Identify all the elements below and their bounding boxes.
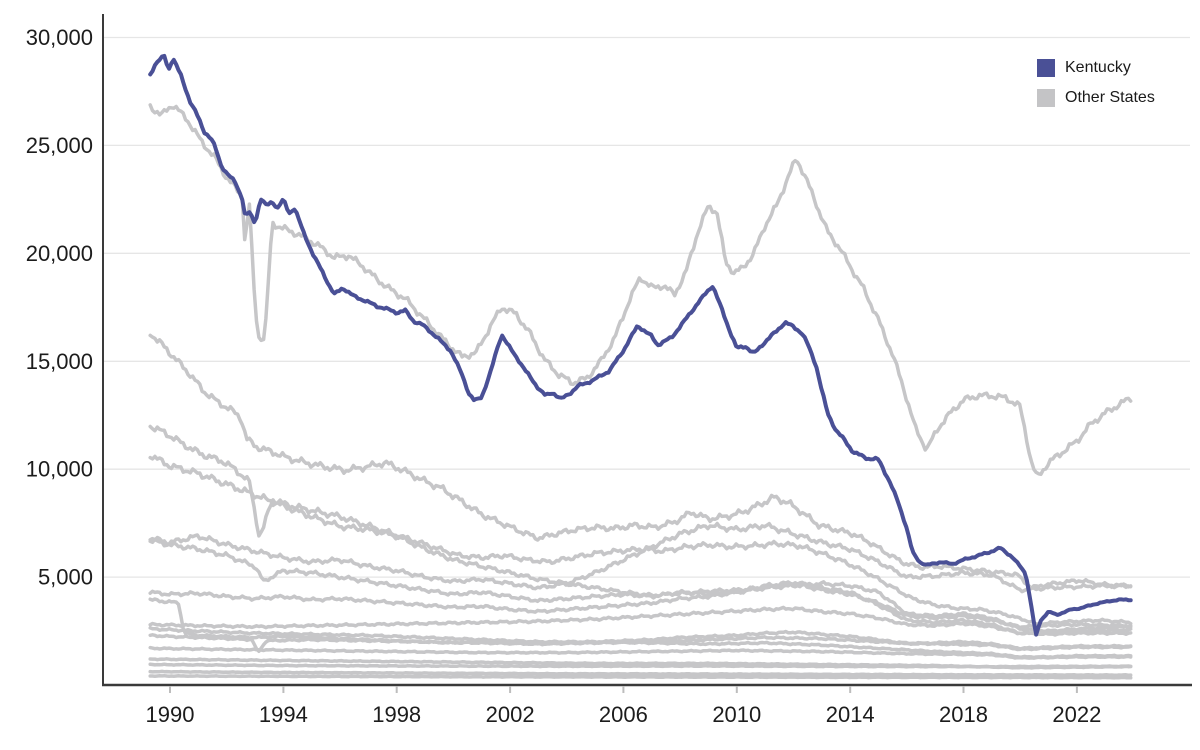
other-state-line [148,580,1133,637]
x-tick-label: 2010 [712,702,761,727]
other-state-line [148,521,1133,594]
x-tick-label: 2006 [599,702,648,727]
axes [102,14,1192,687]
other-state-line [148,662,1133,669]
legend: Kentucky Other States [1037,59,1155,107]
x-tick-label: 2018 [939,702,988,727]
legend-item: Kentucky [1037,59,1155,77]
other-state-line [148,669,1133,678]
x-tick-marks [169,686,1078,693]
legend-swatch [1037,59,1055,77]
x-tick-label: 2014 [826,702,875,727]
legend-label: Other States [1065,89,1155,106]
kentucky-line [148,53,1133,637]
other-state-line [148,633,1133,654]
other-state-line [148,424,1133,627]
y-tick-label: 25,000 [26,133,93,158]
legend-label: Kentucky [1065,59,1131,76]
other-state-line [148,103,1133,477]
legend-item: Other States [1037,89,1155,107]
x-axis-labels: 1990 1994 1998 2002 2006 2010 2014 2018 2022 [146,702,1102,727]
other-state-line [148,645,1133,660]
x-tick-label: 1994 [259,702,308,727]
other-state-line [148,537,1133,630]
y-tick-label: 30,000 [26,25,93,50]
x-tick-label: 2002 [486,702,535,727]
x-tick-label: 1990 [146,702,195,727]
y-axis-labels: 5,000 10,000 15,000 20,000 25,000 30,000 [26,25,93,590]
legend-swatch [1037,89,1055,107]
series-lines [148,53,1133,680]
other-state-line [148,333,1133,591]
other-state-line [148,673,1133,680]
y-tick-label: 5,000 [38,565,93,590]
y-gridlines [103,36,1190,578]
y-tick-label: 15,000 [26,349,93,374]
x-tick-label: 2022 [1052,702,1101,727]
y-tick-label: 10,000 [26,457,93,482]
y-tick-label: 20,000 [26,241,93,266]
x-tick-label: 1998 [372,702,421,727]
other-state-line [148,605,1133,636]
